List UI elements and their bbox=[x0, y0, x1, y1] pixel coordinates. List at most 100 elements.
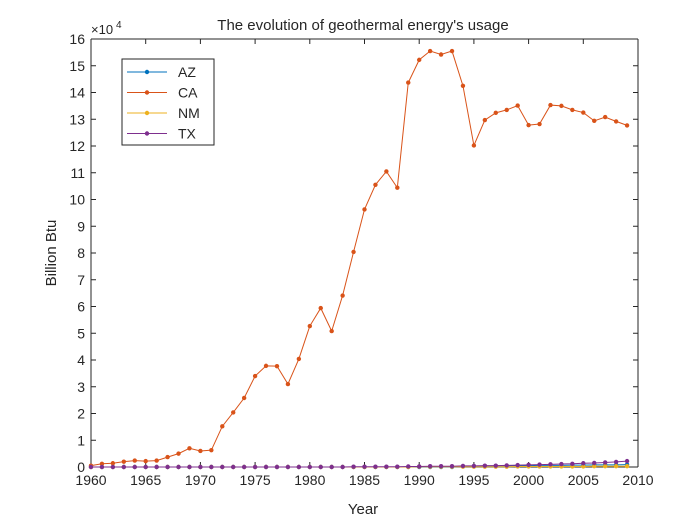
data-point-tx bbox=[427, 464, 433, 469]
x-tick-label: 2005 bbox=[568, 472, 599, 488]
y-tick-label: 2 bbox=[77, 406, 85, 422]
data-point-nm bbox=[592, 464, 597, 469]
data-point-tx bbox=[592, 460, 597, 466]
legend-swatch-marker bbox=[144, 90, 150, 95]
data-point-tx bbox=[351, 464, 356, 469]
y-tick-label: 3 bbox=[77, 379, 85, 395]
data-point-ca bbox=[592, 118, 597, 124]
data-point-tx bbox=[340, 464, 345, 470]
data-point-ca bbox=[471, 143, 477, 148]
legend-label: NM bbox=[178, 105, 200, 121]
data-point-ca bbox=[624, 123, 630, 128]
data-point-tx bbox=[417, 464, 422, 469]
data-point-tx bbox=[274, 464, 280, 470]
x-tick-label: 2000 bbox=[513, 472, 544, 488]
data-point-ca bbox=[493, 110, 498, 116]
data-point-ca bbox=[395, 185, 400, 190]
data-point-ca bbox=[110, 461, 116, 466]
data-point-tx bbox=[263, 464, 269, 470]
data-point-tx bbox=[460, 463, 466, 469]
y-tick-label: 15 bbox=[69, 58, 85, 74]
data-point-tx bbox=[329, 464, 334, 470]
data-point-ca bbox=[329, 328, 334, 334]
x-tick-label: 1975 bbox=[240, 472, 271, 488]
data-point-tx bbox=[581, 461, 586, 466]
y-tick-label: 7 bbox=[77, 272, 85, 288]
legend-swatch-marker bbox=[144, 110, 150, 116]
legend-swatch-marker bbox=[144, 131, 150, 136]
data-point-tx bbox=[121, 464, 127, 470]
y-tick-label: 10 bbox=[69, 192, 85, 208]
data-point-ca bbox=[504, 107, 509, 113]
data-point-ca bbox=[482, 117, 488, 123]
data-point-ca bbox=[406, 80, 411, 85]
data-point-ca bbox=[252, 373, 258, 379]
data-point-tx bbox=[537, 462, 542, 467]
data-point-ca bbox=[570, 107, 575, 113]
data-point-ca bbox=[318, 305, 323, 311]
data-point-ca bbox=[373, 182, 378, 187]
data-point-tx bbox=[187, 464, 192, 470]
data-point-tx bbox=[209, 464, 214, 470]
y-tick-label: 16 bbox=[69, 31, 85, 47]
data-point-ca bbox=[187, 446, 192, 451]
data-point-tx bbox=[548, 462, 553, 467]
x-tick-label: 1965 bbox=[130, 472, 161, 488]
data-point-ca bbox=[154, 458, 159, 463]
y-tick-label: 4 bbox=[77, 352, 85, 368]
legend-label: TX bbox=[178, 126, 197, 142]
x-axis-label: Year bbox=[348, 501, 378, 518]
data-point-ca bbox=[209, 447, 214, 453]
data-point-ca bbox=[285, 381, 291, 387]
y-exponent-prefix: ×10 bbox=[91, 22, 113, 37]
data-point-tx bbox=[526, 462, 531, 468]
data-point-ca bbox=[340, 293, 345, 298]
data-point-ca bbox=[613, 119, 619, 124]
data-point-ca bbox=[362, 207, 367, 212]
data-point-tx bbox=[406, 464, 411, 469]
data-point-tx bbox=[438, 464, 444, 469]
series-layer bbox=[88, 48, 630, 470]
chart-title: The evolution of geothermal energy's usa… bbox=[217, 17, 508, 34]
x-tick-label: 1970 bbox=[185, 472, 216, 488]
y-tick-label: 0 bbox=[77, 459, 85, 475]
data-point-tx bbox=[362, 464, 367, 469]
y-exponent-power: 4 bbox=[116, 20, 122, 31]
data-point-tx bbox=[384, 464, 389, 469]
data-point-tx bbox=[285, 464, 291, 470]
x-tick-label: 1960 bbox=[75, 472, 106, 488]
data-point-nm bbox=[602, 464, 608, 469]
data-point-ca bbox=[241, 395, 247, 401]
y-tick-label: 1 bbox=[77, 432, 85, 448]
data-point-ca bbox=[537, 121, 542, 127]
data-point-ca bbox=[427, 48, 433, 54]
x-tick-label: 2010 bbox=[622, 472, 653, 488]
y-axis-label: Billion Btu bbox=[43, 220, 60, 287]
data-point-ca bbox=[351, 249, 356, 255]
data-point-nm bbox=[581, 464, 586, 469]
data-point-tx bbox=[154, 464, 159, 470]
data-point-ca bbox=[559, 103, 564, 109]
data-point-tx bbox=[165, 464, 170, 470]
data-point-tx bbox=[176, 464, 181, 470]
data-point-nm bbox=[613, 464, 619, 469]
legend: AZ CA NM TX bbox=[121, 58, 215, 146]
data-point-tx bbox=[307, 464, 312, 470]
data-point-tx bbox=[220, 464, 225, 470]
y-tick-label: 6 bbox=[77, 299, 85, 315]
legend-swatch-marker bbox=[144, 69, 150, 75]
data-point-tx bbox=[613, 459, 619, 465]
data-point-ca bbox=[515, 103, 520, 108]
data-point-ca bbox=[296, 356, 302, 362]
data-point-ca bbox=[602, 114, 608, 120]
data-point-tx bbox=[624, 458, 630, 464]
data-point-ca bbox=[438, 52, 444, 57]
data-point-tx bbox=[570, 461, 575, 466]
data-point-ca bbox=[581, 110, 586, 115]
data-point-tx bbox=[373, 464, 378, 469]
data-point-tx bbox=[318, 464, 323, 470]
data-point-ca bbox=[165, 454, 170, 460]
legend-label: AZ bbox=[178, 64, 196, 80]
data-point-ca bbox=[143, 458, 148, 464]
